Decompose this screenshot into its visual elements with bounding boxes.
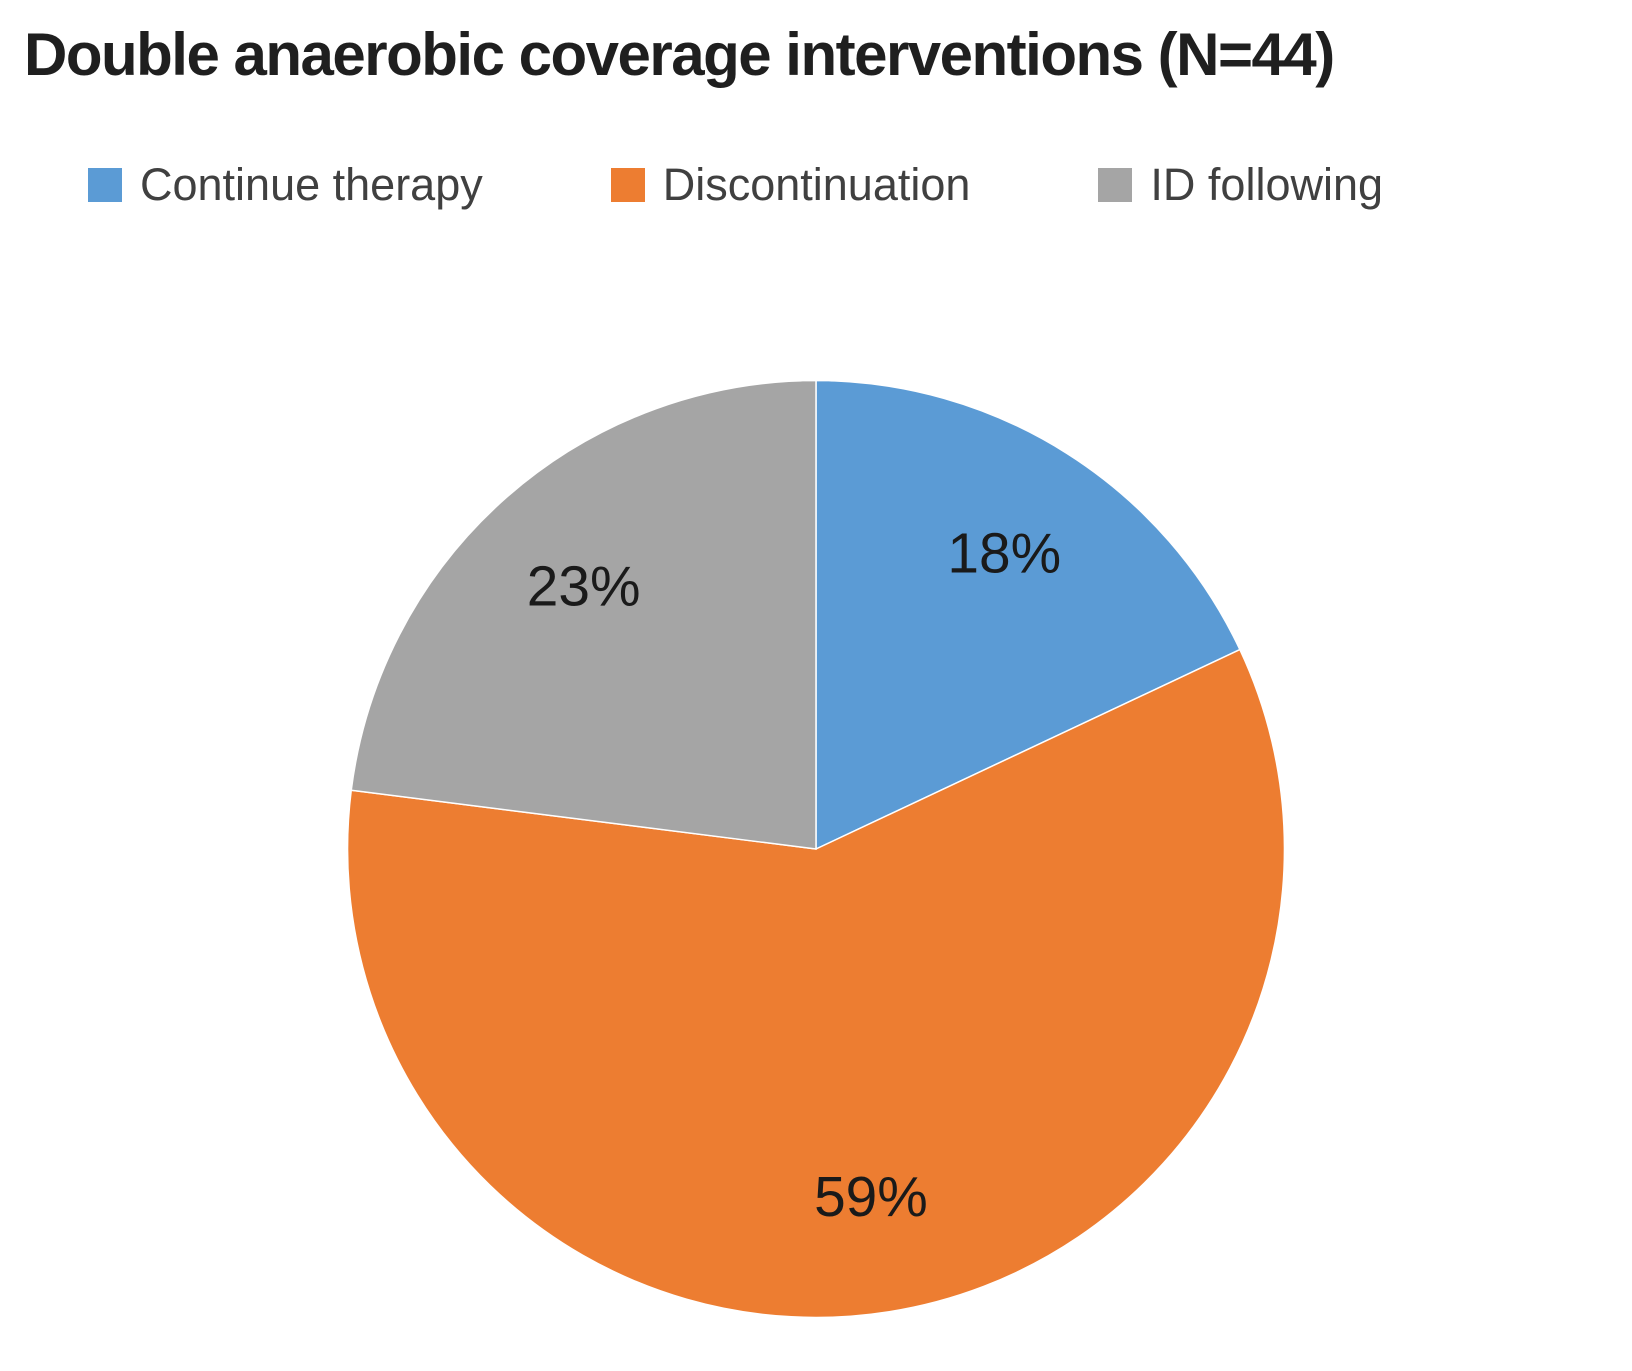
pie-data-label-id-following: 23% <box>527 555 641 618</box>
pie-chart-area: 18% 59% 23% <box>0 359 1632 1339</box>
legend-item-continue-therapy: Continue therapy <box>88 159 483 211</box>
legend-swatch-id-following <box>1098 168 1133 202</box>
legend-swatch-discontinuation <box>610 168 645 202</box>
legend-item-id-following: ID following <box>1098 159 1383 211</box>
legend-item-discontinuation: Discontinuation <box>610 159 971 211</box>
chart-legend: Continue therapy Discontinuation ID foll… <box>88 159 1632 211</box>
pie-slice-id-following <box>350 379 817 850</box>
pie-slice-discontinuation <box>346 648 1286 1319</box>
pie-data-label-continue-therapy: 18% <box>947 522 1061 585</box>
legend-label-id-following: ID following <box>1150 159 1384 210</box>
pie-data-label-discontinuation: 59% <box>814 1166 928 1229</box>
legend-swatch-continue-therapy <box>88 168 122 202</box>
pie-svg: 18% 59% 23% <box>346 379 1286 1319</box>
legend-label-continue-therapy: Continue therapy <box>140 159 483 210</box>
pie-slice-continue-therapy <box>815 379 1241 851</box>
legend-label-discontinuation: Discontinuation <box>662 159 971 210</box>
chart-title: Double anaerobic coverage interventions … <box>24 21 1335 88</box>
